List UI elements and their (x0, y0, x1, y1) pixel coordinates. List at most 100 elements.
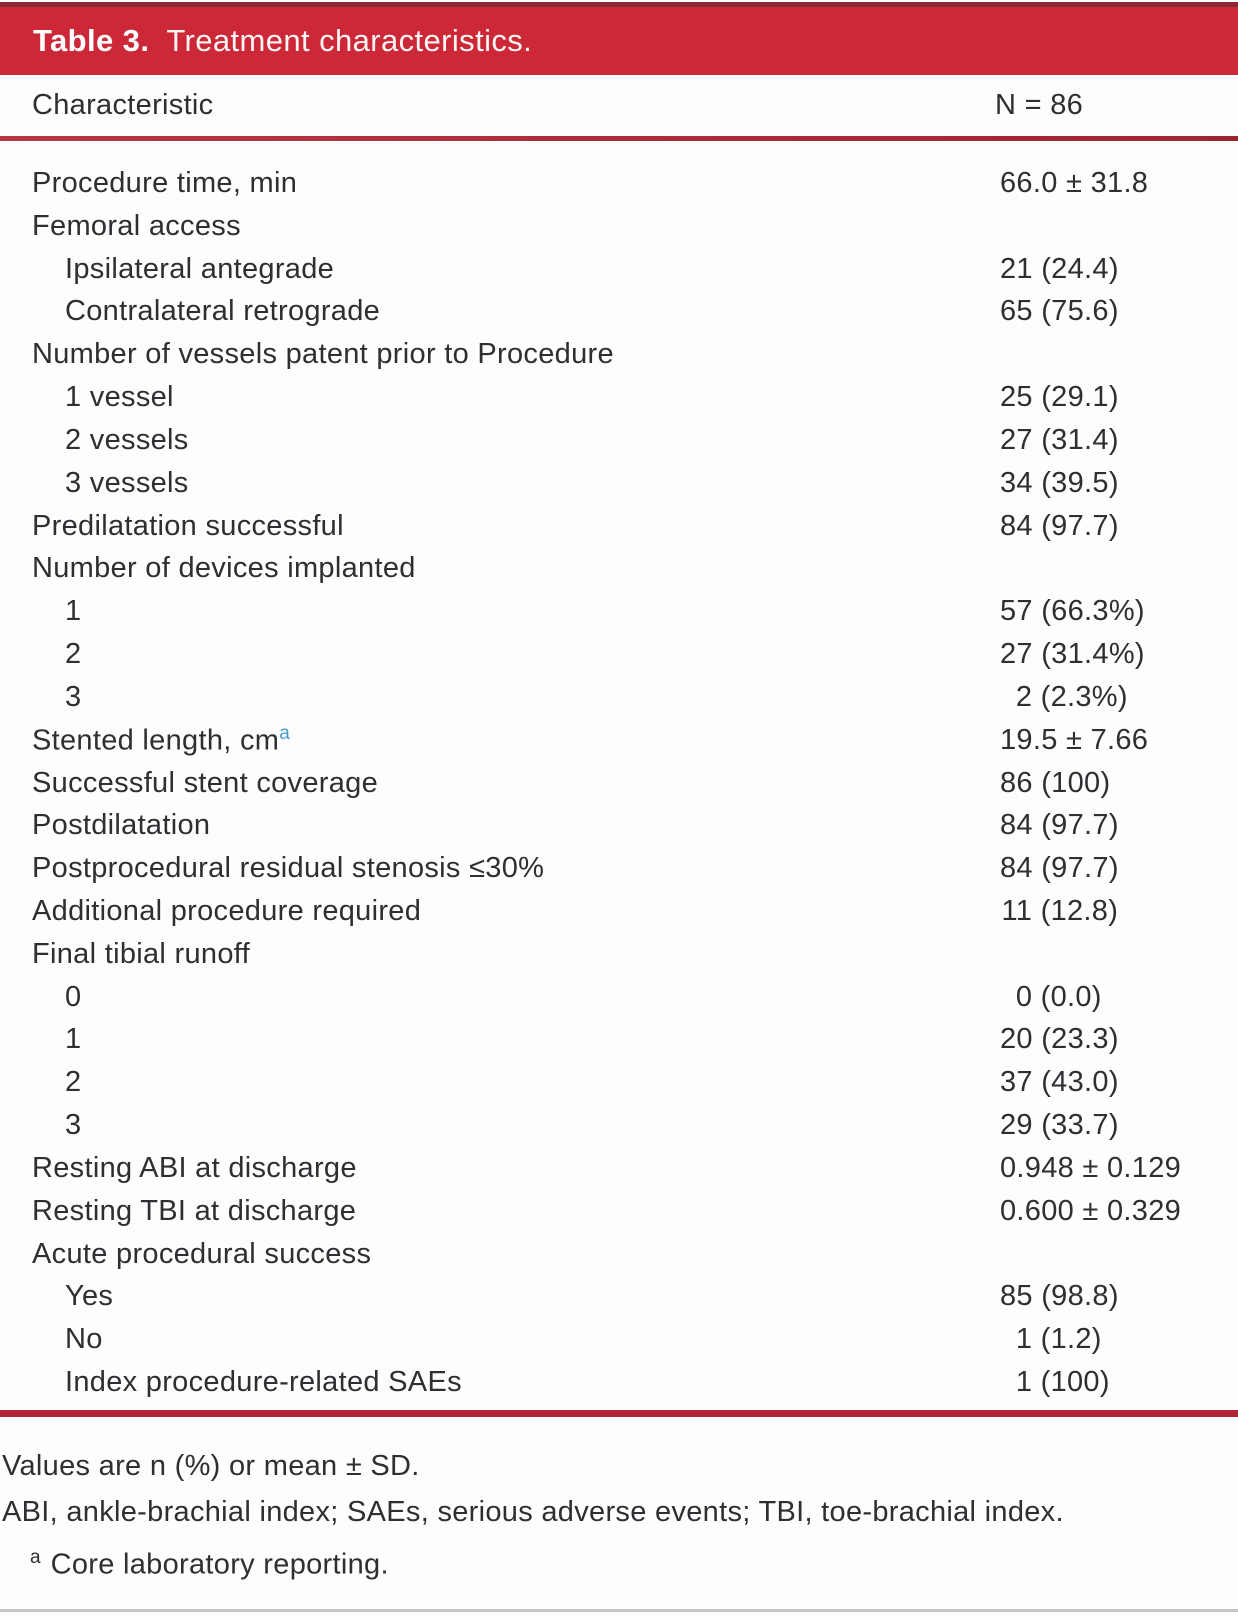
row-value: 37 (43.0) (1000, 1066, 1119, 1099)
row-value: 86 (100) (1000, 766, 1111, 799)
row-value: 85 (98.8) (1000, 1280, 1119, 1313)
table-row: 2 27 (31.4%) (0, 633, 1238, 676)
row-value: 84 (97.7) (1000, 809, 1119, 842)
row-label: 1 (65, 1023, 82, 1056)
row-label: Yes (65, 1280, 114, 1313)
table-row: Number of devices implanted (0, 547, 1238, 590)
row-label: Resting TBI at discharge (32, 1194, 357, 1227)
footer-rule (0, 1410, 1238, 1418)
table-row: Contralateral retrograde 65 (75.6) (0, 290, 1238, 333)
row-label: 0 (65, 980, 82, 1013)
table-row: 1 20 (23.3) (0, 1019, 1238, 1062)
table-caption: Treatment characteristics. (166, 23, 533, 58)
row-label: 3 (65, 680, 82, 713)
row-value: 20 (23.3) (1000, 1023, 1119, 1056)
row-value: 57 (66.3%) (1000, 595, 1145, 628)
row-label: 1 vessel (65, 381, 174, 414)
row-value: 21 (24.4) (1000, 252, 1119, 285)
row-value: 84 (97.7) (1000, 852, 1119, 885)
row-value: 0.948 ± 0.129 (1000, 1151, 1182, 1184)
n-column-header: N = 86 (995, 89, 1084, 121)
footnote-core-lab-text: Core laboratory reporting. (50, 1548, 389, 1581)
row-label: No (65, 1323, 103, 1356)
row-label: Procedure time, min (32, 166, 298, 199)
row-label: 3 (65, 1109, 82, 1142)
row-label: Final tibial runoff (32, 937, 250, 970)
row-value: 84 (97.7) (1000, 509, 1119, 542)
table-row: Postdilatation 84 (97.7) (0, 804, 1238, 847)
table-row: Procedure time, min 66.0 ± 31.8 (0, 162, 1238, 205)
table-row: 1 57 (66.3%) (0, 590, 1238, 633)
row-label: Number of devices implanted (32, 552, 416, 585)
table-row: Final tibial runoff (0, 933, 1238, 976)
row-label: 2 (65, 638, 82, 671)
row-label: Acute procedural success (32, 1237, 372, 1270)
row-value: 19.5 ± 7.66 (1000, 723, 1149, 756)
row-value: 27 (31.4) (1000, 423, 1119, 456)
table-row: 3 29 (33.7) (0, 1104, 1238, 1147)
row-value: 1 (100) (1015, 1366, 1110, 1399)
row-label: Successful stent coverage (32, 766, 379, 799)
row-label: Resting ABI at discharge (32, 1151, 357, 1184)
row-label: 2 (65, 1066, 82, 1099)
table-row: Resting TBI at discharge 0.600 ± 0.329 (0, 1190, 1238, 1233)
table-row: Resting ABI at discharge 0.948 ± 0.129 (0, 1147, 1238, 1190)
table-row: Index procedure-related SAEs 1 (100) (0, 1361, 1238, 1404)
table-number: Table 3. (33, 23, 150, 58)
table-row: Number of vessels patent prior to Proced… (0, 333, 1238, 376)
footnote-abbreviations: ABI, ankle-brachial index; SAEs, serious… (2, 1496, 1064, 1529)
row-label: Postprocedural residual stenosis ≤30% (32, 852, 545, 885)
row-label: Ipsilateral antegrade (65, 252, 335, 285)
row-value: 0 (0.0) (1015, 980, 1102, 1013)
row-label: Contralateral retrograde (65, 295, 381, 328)
table-row: No 1 (1.2) (0, 1318, 1238, 1361)
row-label: Femoral access (32, 209, 241, 242)
footnote-values-note: Values are n (%) or mean ± SD. (2, 1450, 420, 1483)
table-row: Ipsilateral antegrade 21 (24.4) (0, 248, 1238, 291)
table-row: 3 vessels 34 (39.5) (0, 462, 1238, 505)
table-row: 2 37 (43.0) (0, 1061, 1238, 1104)
row-value: 2 (2.3%) (1015, 680, 1128, 713)
table-row: Predilatation successful 84 (97.7) (0, 505, 1238, 548)
row-label: 3 vessels (65, 466, 189, 499)
table-row: 2 vessels 27 (31.4) (0, 419, 1238, 462)
row-label: Additional procedure required (32, 894, 422, 927)
table-row: Successful stent coverage 86 (100) (0, 762, 1238, 805)
table-row: 0 0 (0.0) (0, 976, 1238, 1019)
row-label: Postdilatation (32, 809, 211, 842)
row-value: 11 (12.8) (1001, 894, 1119, 927)
row-value: 34 (39.5) (1000, 466, 1119, 499)
row-label: Predilatation successful (32, 509, 344, 542)
footnote-core-lab: a Core laboratory reporting. (0, 1535, 1238, 1588)
footnotes: Values are n (%) or mean ± SD. ABI, ankl… (0, 1417, 1238, 1588)
table-row: Acute procedural success (0, 1233, 1238, 1276)
column-header-row: Characteristic N = 86 (0, 75, 1238, 136)
table-row: Additional procedure required 11 (12.8) (0, 890, 1238, 933)
row-value: 29 (33.7) (1000, 1109, 1119, 1142)
top-accent-line (0, 2, 1238, 7)
table-row: 3 2 (2.3%) (0, 676, 1238, 719)
table-row: Femoral access (0, 205, 1238, 248)
row-value: 66.0 ± 31.8 (1000, 166, 1149, 199)
table-row: Yes 85 (98.8) (0, 1276, 1238, 1319)
row-label: 1 (65, 595, 82, 628)
row-value: 0.600 ± 0.329 (1000, 1194, 1182, 1227)
table-body: Procedure time, min 66.0 ± 31.8 Femoral ac… (0, 141, 1238, 1404)
table-row: 1 vessel 25 (29.1) (0, 376, 1238, 419)
row-label: Number of vessels patent prior to Proced… (32, 338, 614, 371)
row-value: 65 (75.6) (1000, 295, 1119, 328)
row-label: Index procedure-related SAEs (65, 1366, 462, 1399)
row-value: 25 (29.1) (1000, 381, 1119, 414)
characteristic-column-header: Characteristic (32, 89, 214, 121)
row-label: 2 vessels (65, 423, 189, 456)
table-title-bar: Table 3. Treatment characteristics. (0, 7, 1238, 75)
superscript-marker: a (279, 722, 290, 744)
bottom-divider (0, 1609, 1238, 1612)
row-label: Stented length, cma (32, 722, 290, 757)
row-value: 1 (1.2) (1015, 1323, 1102, 1356)
table-row: Postprocedural residual stenosis ≤30% 84 … (0, 847, 1238, 890)
table-row: Stented length, cma 19.5 ± 7.66 (0, 719, 1238, 762)
row-value: 27 (31.4%) (1000, 638, 1145, 671)
header-rule (0, 136, 1238, 141)
